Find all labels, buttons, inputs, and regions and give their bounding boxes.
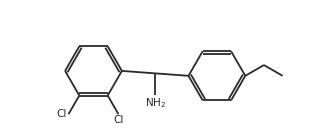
Text: Cl: Cl [56, 109, 67, 119]
Text: Cl: Cl [113, 115, 124, 125]
Text: NH$_2$: NH$_2$ [145, 96, 166, 110]
